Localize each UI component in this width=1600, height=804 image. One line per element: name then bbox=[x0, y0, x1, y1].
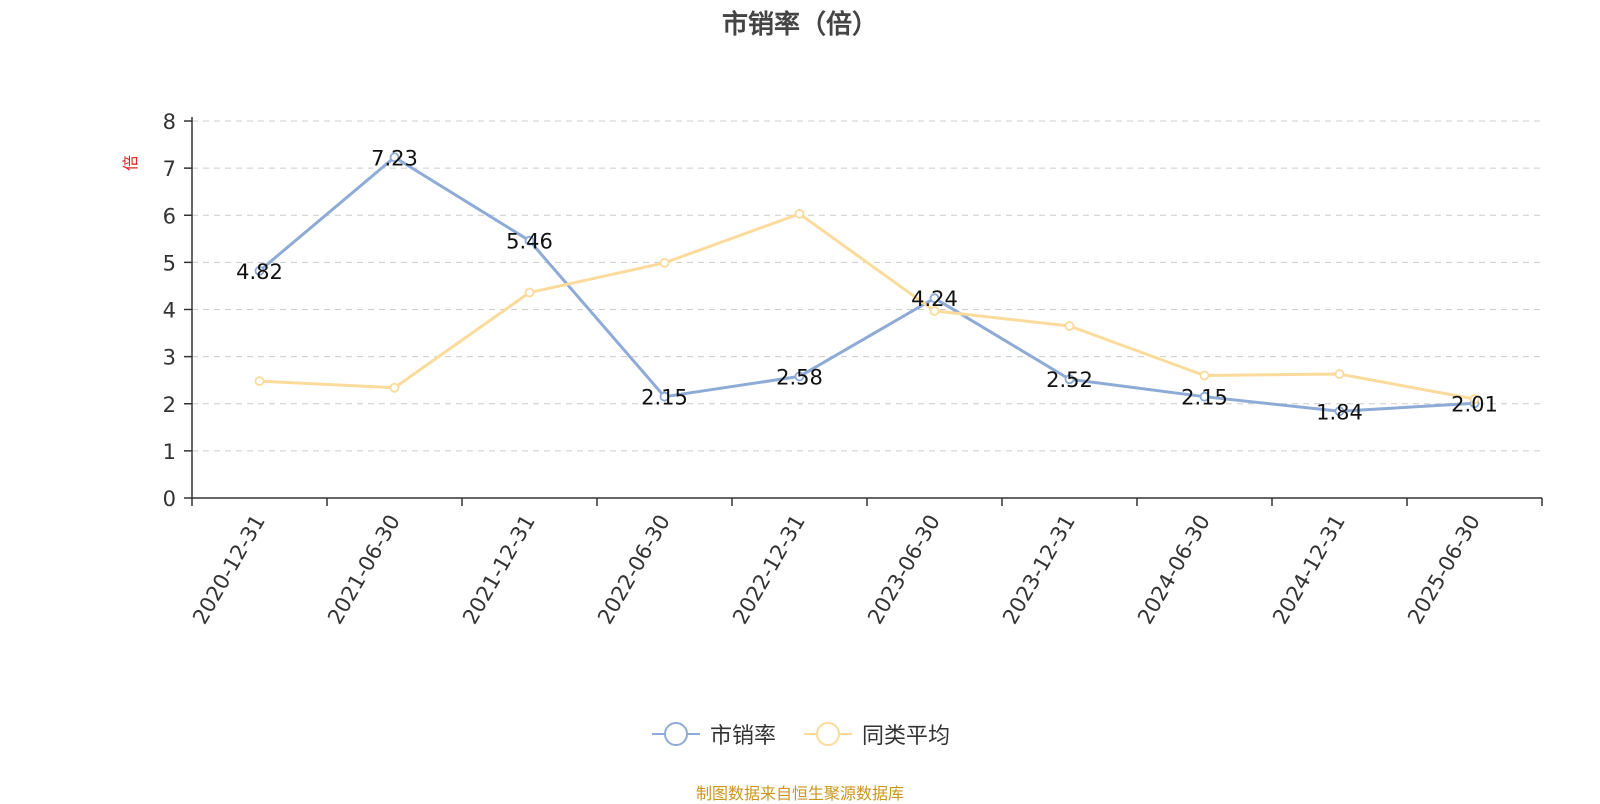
legend-marker bbox=[816, 722, 840, 746]
data-label: 4.24 bbox=[911, 287, 958, 311]
source-note: 制图数据来自恒生聚源数据库 bbox=[695, 784, 904, 803]
grid-lines bbox=[192, 120, 1542, 452]
series-line-1 bbox=[259, 212, 1475, 401]
series-point-1 bbox=[254, 376, 265, 387]
data-label: 2.52 bbox=[1046, 368, 1093, 392]
series-point-1 bbox=[524, 287, 535, 298]
series-point-1 bbox=[1334, 369, 1345, 379]
x-tick-label: 2022-12-31 bbox=[728, 511, 810, 629]
series-point-0 bbox=[524, 235, 535, 246]
series-point-0 bbox=[1064, 374, 1075, 385]
series-point-0 bbox=[1334, 406, 1345, 417]
series-point-1 bbox=[929, 306, 940, 316]
y-tick-label: 5 bbox=[163, 251, 176, 275]
legend: 市销率 同类平均 bbox=[0, 718, 1600, 750]
x-tick-label: 2023-06-30 bbox=[863, 511, 945, 629]
legend-marker bbox=[663, 722, 688, 746]
data-label: 1.84 bbox=[1316, 400, 1363, 424]
series-point-0 bbox=[1199, 391, 1210, 402]
y-tick-label: 7 bbox=[163, 157, 176, 181]
legend-item-1[interactable]: 同类平均 bbox=[802, 718, 950, 750]
legend-item-0[interactable]: 市销率 bbox=[650, 718, 776, 750]
y-tick-label: 8 bbox=[163, 110, 176, 134]
series-point-0 bbox=[389, 152, 400, 163]
data-label: 2.15 bbox=[1181, 386, 1228, 410]
x-tick-label: 2023-12-31 bbox=[998, 511, 1080, 629]
x-tick-label: 2024-12-31 bbox=[1268, 511, 1350, 629]
series-lines bbox=[254, 152, 1480, 417]
y-tick-label: 3 bbox=[163, 346, 176, 370]
series-point-1 bbox=[1469, 394, 1480, 404]
y-tick-label: 2 bbox=[163, 393, 176, 417]
series-point-1 bbox=[1064, 321, 1075, 331]
data-label: 2.15 bbox=[641, 386, 688, 410]
chart-title: 市销率（倍） bbox=[721, 10, 878, 40]
series-point-0 bbox=[929, 293, 940, 304]
series-point-1 bbox=[794, 208, 805, 219]
series-point-1 bbox=[389, 382, 400, 393]
y-tick-label: 4 bbox=[163, 299, 176, 323]
series-line-0 bbox=[258, 155, 1475, 413]
x-tick-label: 2022-06-30 bbox=[593, 511, 675, 629]
x-tick-label: 2025-06-30 bbox=[1403, 511, 1485, 629]
legend-swatch-icon bbox=[804, 722, 852, 746]
data-label: 2.01 bbox=[1451, 392, 1498, 416]
data-labels: 4.82 7.23 5.46 2.15 2.58 4.24 2.52 2.15 1.84 2.01 bbox=[236, 146, 1498, 424]
y-tick-label: 6 bbox=[163, 204, 176, 228]
series-point-1 bbox=[659, 257, 670, 268]
series-point-0 bbox=[659, 391, 670, 402]
y-axis-label: 倍 bbox=[121, 155, 140, 171]
series-point-0 bbox=[794, 371, 805, 382]
data-label: 2.58 bbox=[776, 365, 823, 389]
legend-label: 市销率 bbox=[709, 724, 776, 749]
data-label: 7.23 bbox=[371, 146, 418, 170]
data-label: 5.46 bbox=[506, 230, 553, 254]
axes: 0 1 2 3 4 5 6 7 8 倍 2020-12-31 2021-06-30 2021-12-31… bbox=[121, 110, 1543, 629]
series-point-1 bbox=[1199, 370, 1210, 381]
x-tick-label: 2024-06-30 bbox=[1133, 511, 1215, 629]
x-tick-label: 2021-06-30 bbox=[323, 511, 405, 629]
legend-swatch-icon bbox=[651, 722, 700, 746]
x-tick-label: 2020-12-31 bbox=[188, 511, 270, 629]
y-tick-label: 0 bbox=[163, 487, 176, 511]
x-tick-label: 2021-12-31 bbox=[458, 511, 540, 629]
data-label: 4.82 bbox=[236, 260, 283, 284]
y-tick-label: 1 bbox=[163, 440, 176, 464]
legend-label: 同类平均 bbox=[862, 724, 951, 749]
series-point-0 bbox=[254, 265, 265, 276]
